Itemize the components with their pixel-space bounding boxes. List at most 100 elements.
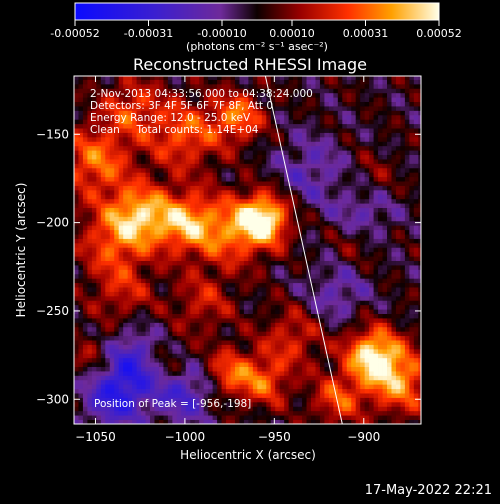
heatmap-cell xyxy=(154,80,159,85)
heatmap-cell xyxy=(128,367,133,372)
heatmap-cell xyxy=(298,345,303,350)
heatmap-cell xyxy=(92,300,97,305)
heatmap-cell xyxy=(150,208,155,213)
heatmap-cell xyxy=(172,358,177,363)
heatmap-cell xyxy=(315,278,320,283)
heatmap-cell xyxy=(87,411,92,416)
heatmap-cell xyxy=(342,159,347,164)
heatmap-cell xyxy=(324,225,329,230)
heatmap-cell xyxy=(217,353,222,358)
heatmap-cell xyxy=(105,278,110,283)
heatmap-cell xyxy=(351,406,356,411)
heatmap-cell xyxy=(262,336,267,341)
heatmap-cell xyxy=(96,208,101,213)
heatmap-cell xyxy=(253,146,258,151)
heatmap-cell xyxy=(311,199,316,204)
heatmap-cell xyxy=(132,278,137,283)
heatmap-cell xyxy=(338,155,343,160)
heatmap-cell xyxy=(137,216,142,221)
heatmap-cell xyxy=(248,349,253,354)
heatmap-cell xyxy=(105,345,110,350)
heatmap-cell xyxy=(275,314,280,319)
heatmap-cell xyxy=(128,327,133,332)
heatmap-cell xyxy=(119,172,124,177)
heatmap-cell xyxy=(163,163,168,168)
heatmap-cell xyxy=(119,212,124,217)
heatmap-cell xyxy=(87,309,92,314)
heatmap-cell xyxy=(132,353,137,358)
heatmap-cell xyxy=(222,318,227,323)
heatmap-cell xyxy=(168,371,173,376)
heatmap-cell xyxy=(324,389,329,394)
heatmap-cell xyxy=(172,380,177,385)
heatmap-cell xyxy=(208,411,213,416)
heatmap-cell xyxy=(141,252,146,257)
heatmap-cell xyxy=(262,181,267,186)
heatmap-cell xyxy=(195,322,200,327)
heatmap-cell xyxy=(289,128,294,133)
heatmap-cell xyxy=(199,367,204,372)
heatmap-cell xyxy=(248,146,253,151)
heatmap-cell xyxy=(163,314,168,319)
heatmap-cell xyxy=(123,247,128,252)
heatmap-cell xyxy=(150,261,155,266)
heatmap-cell xyxy=(271,384,276,389)
heatmap-cell xyxy=(159,336,164,341)
heatmap-cell xyxy=(320,247,325,252)
heatmap-cell xyxy=(186,287,191,292)
heatmap-cell xyxy=(342,265,347,270)
heatmap-cell xyxy=(78,384,83,389)
heatmap-cell xyxy=(208,261,213,266)
heatmap-cell xyxy=(302,283,307,288)
heatmap-cell xyxy=(222,186,227,191)
heatmap-cell xyxy=(248,322,253,327)
heatmap-cell xyxy=(280,278,285,283)
heatmap-cell xyxy=(204,371,209,376)
heatmap-cell xyxy=(235,389,240,394)
heatmap-cell xyxy=(324,115,329,120)
heatmap-cell xyxy=(266,177,271,182)
heatmap-cell xyxy=(74,124,79,129)
heatmap-cell xyxy=(96,225,101,230)
heatmap-cell xyxy=(293,150,298,155)
heatmap-cell xyxy=(110,256,115,261)
heatmap-cell xyxy=(137,208,142,213)
heatmap-cell xyxy=(253,393,258,398)
heatmap-cell xyxy=(78,415,83,420)
heatmap-cell xyxy=(123,203,128,208)
heatmap-cell xyxy=(195,269,200,274)
heatmap-cell xyxy=(253,292,258,297)
heatmap-cell xyxy=(195,239,200,244)
heatmap-cell xyxy=(132,261,137,266)
heatmap-cell xyxy=(96,375,101,380)
heatmap-cell xyxy=(119,336,124,341)
heatmap-cell xyxy=(186,274,191,279)
heatmap-cell xyxy=(154,336,159,341)
heatmap-cell xyxy=(208,203,213,208)
heatmap-cell xyxy=(324,172,329,177)
heatmap-cell xyxy=(298,283,303,288)
heatmap-cell xyxy=(329,349,334,354)
heatmap-cell xyxy=(239,309,244,314)
heatmap-cell xyxy=(248,186,253,191)
heatmap-cell xyxy=(231,234,236,239)
heatmap-cell xyxy=(248,415,253,420)
heatmap-cell xyxy=(235,340,240,345)
heatmap-cell xyxy=(141,225,146,230)
heatmap-cell xyxy=(114,239,119,244)
heatmap-cell xyxy=(284,252,289,257)
heatmap-cell xyxy=(74,93,79,98)
heatmap-cell xyxy=(329,415,334,420)
heatmap-cell xyxy=(280,349,285,354)
heatmap-cell xyxy=(195,340,200,345)
heatmap-cell xyxy=(181,225,186,230)
heatmap-cell xyxy=(163,331,168,336)
heatmap-cell xyxy=(204,349,209,354)
heatmap-cell xyxy=(298,203,303,208)
heatmap-cell xyxy=(78,168,83,173)
heatmap-cell xyxy=(222,243,227,248)
heatmap-cell xyxy=(293,239,298,244)
heatmap-cell xyxy=(311,384,316,389)
heatmap-cell xyxy=(83,314,88,319)
heatmap-cell xyxy=(114,274,119,279)
